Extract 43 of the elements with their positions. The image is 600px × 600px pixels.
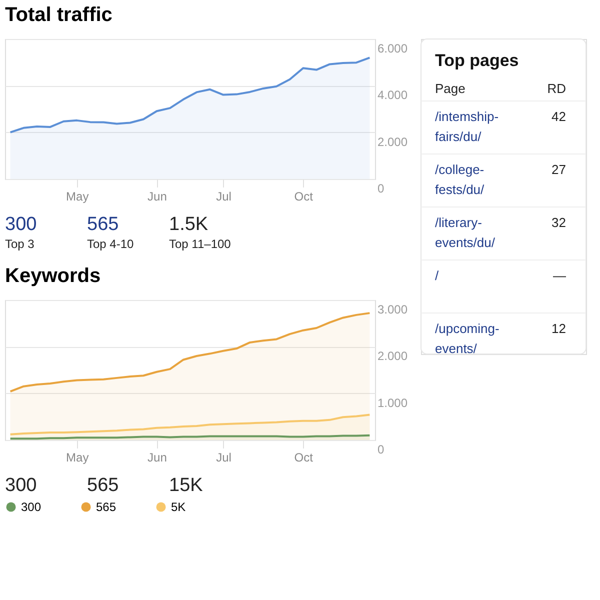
text: 565 xyxy=(87,214,119,235)
text: 1.5K xyxy=(169,214,208,235)
text: /literary-events/du/ xyxy=(435,215,496,250)
text: / xyxy=(435,268,439,283)
text: /upcoming-events/ xyxy=(435,321,500,356)
legend-label: 565 xyxy=(96,500,116,514)
x-tick-label: Oct xyxy=(294,190,314,204)
x-tick-label: Jun xyxy=(148,450,167,464)
y-tick-label: 0 xyxy=(378,442,384,456)
y-tick-label: 6.000 xyxy=(378,42,408,56)
x-tick-label: Jul xyxy=(216,190,232,204)
y-tick-label: 2.000 xyxy=(378,349,408,364)
chart-title: Keywords xyxy=(5,265,101,287)
text: RD xyxy=(547,81,566,96)
text: 565 xyxy=(87,475,119,496)
text: Top 3 xyxy=(5,237,35,251)
text: 12 xyxy=(552,321,566,336)
y-tick-label: 0 xyxy=(378,182,384,196)
text: 32 xyxy=(552,215,566,230)
x-tick-label: May xyxy=(66,190,89,204)
x-tick-label: Oct xyxy=(294,450,314,464)
legend-label: 5K xyxy=(171,500,186,514)
x-tick-label: Jul xyxy=(216,450,232,464)
text: 15K xyxy=(169,475,204,496)
y-tick-label: 4.000 xyxy=(378,88,408,102)
text: 42 xyxy=(552,109,566,124)
text: /intemship-fairs/du/ xyxy=(435,109,499,144)
y-tick-label: 3.000 xyxy=(378,302,408,316)
chart-title: Total traffic xyxy=(5,4,112,26)
x-tick-label: Jun xyxy=(148,190,167,204)
text: — xyxy=(553,268,566,283)
text: Page xyxy=(435,81,466,96)
y-tick-label: 1.000 xyxy=(378,396,408,410)
text: 27 xyxy=(552,162,566,177)
y-tick-label: 2.000 xyxy=(378,134,408,149)
text: Top 11–100 xyxy=(169,237,232,251)
text: Top pages xyxy=(435,51,519,70)
text: /college-fests/du/ xyxy=(435,162,485,197)
text: 300 xyxy=(5,475,37,496)
text: Top 4-10 xyxy=(87,237,134,251)
x-tick-label: May xyxy=(66,450,89,464)
text: 300 xyxy=(5,214,37,235)
legend-label: 300 xyxy=(21,500,42,514)
